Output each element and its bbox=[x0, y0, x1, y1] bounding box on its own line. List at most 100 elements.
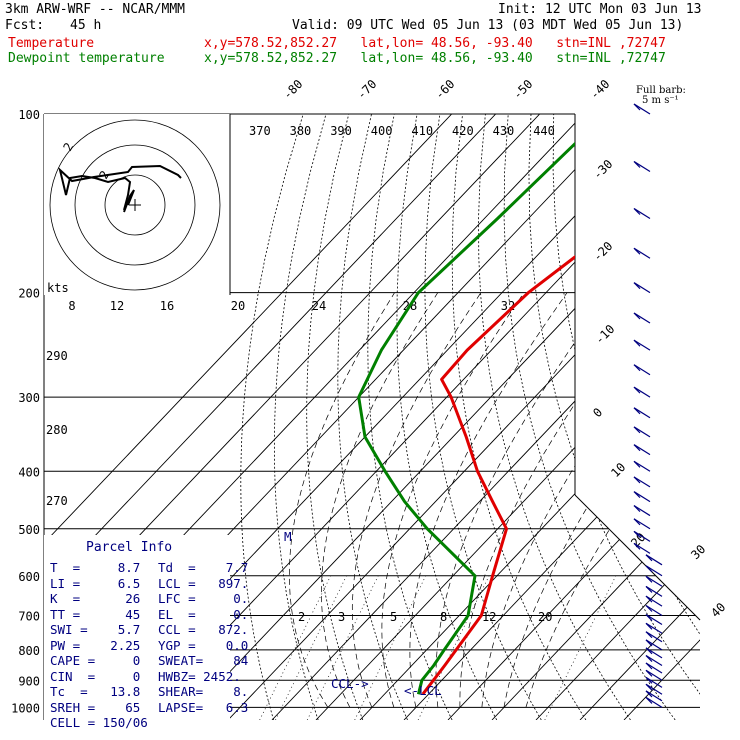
dry-adiabat-label: 280 bbox=[46, 423, 68, 437]
moist-adiabat bbox=[525, 292, 700, 708]
dry-adiabat-label: 270 bbox=[46, 494, 68, 508]
hodograph-ring-label: 12 bbox=[110, 299, 124, 313]
wind-barb bbox=[645, 585, 663, 597]
pressure-label: 1000 bbox=[11, 701, 40, 715]
dry-adiabat bbox=[667, 114, 700, 720]
parcel-info-right: LAPSE= 6.3 bbox=[158, 699, 249, 715]
wind-barb-flag bbox=[645, 631, 653, 639]
moist-adiabat bbox=[503, 292, 700, 708]
wind-barb bbox=[633, 207, 651, 220]
isotherm-line bbox=[271, 114, 700, 720]
mixing-ratio-label: 20 bbox=[538, 610, 552, 624]
wind-barb bbox=[645, 655, 663, 667]
wind-barb bbox=[645, 565, 663, 577]
isotherm-line bbox=[183, 114, 700, 720]
isotherm-top-label: -80 bbox=[280, 77, 305, 102]
parcel-info-right: CCL = 872. bbox=[158, 622, 249, 637]
hodograph-trace-low bbox=[123, 189, 135, 213]
parcel-info-left: PW = 2.25 bbox=[50, 637, 141, 653]
pressure-label: 700 bbox=[18, 610, 40, 624]
hodograph-ring-label: 8 bbox=[68, 299, 75, 313]
wind-barb-flag bbox=[645, 647, 653, 655]
wind-barb-flag bbox=[645, 595, 653, 603]
wind-barb-flag bbox=[645, 622, 653, 630]
wind-barb-flag bbox=[633, 386, 641, 394]
isentrope-label: 440 bbox=[533, 124, 555, 138]
isotherm-line bbox=[44, 114, 453, 720]
wind-barb-flag bbox=[633, 103, 641, 111]
wind-barb-flag bbox=[633, 476, 641, 484]
parcel-info-left: SREH = 65 bbox=[50, 699, 141, 715]
wind-barb-flag bbox=[633, 407, 641, 415]
forecast-label: Fcst: bbox=[5, 18, 45, 33]
wind-barb-flag bbox=[645, 639, 653, 647]
isotherm-right-label: -20 bbox=[590, 239, 615, 264]
wind-barb bbox=[633, 312, 651, 324]
moist-adiabat bbox=[459, 292, 654, 708]
moist-adiabat bbox=[409, 292, 568, 708]
mixing-ratio-line bbox=[544, 575, 617, 720]
mixing-ratio-line bbox=[417, 575, 490, 720]
parcel-info-left: CIN = 0 bbox=[50, 668, 141, 684]
wind-barb-flag bbox=[633, 364, 641, 372]
isotherm-right-label: -10 bbox=[592, 322, 617, 347]
pressure-label: 800 bbox=[18, 644, 40, 658]
dry-adiabat-label: 290 bbox=[46, 349, 68, 363]
wind-barb-flag bbox=[633, 161, 641, 168]
parcel-info-row: K = 26 LFC = 0. bbox=[50, 591, 248, 607]
right-diagonal-frame bbox=[574, 494, 701, 621]
m-marker: M bbox=[284, 529, 292, 544]
init-time: Init: 12 UTC Mon 03 Jun 13 bbox=[498, 2, 702, 17]
wind-barb bbox=[633, 518, 651, 530]
dry-adiabat bbox=[451, 114, 587, 720]
sounding-profiles bbox=[357, 141, 575, 696]
dry-adiabat bbox=[240, 114, 304, 720]
wind-barb-flag bbox=[633, 542, 641, 550]
wind-barb bbox=[645, 631, 663, 643]
model-title: 3km ARW-WRF -- NCAR/MMM bbox=[5, 2, 186, 17]
wind-barb-flag bbox=[645, 662, 653, 670]
wind-barb-flag bbox=[645, 614, 653, 621]
parcel-info-left: CELL = 150/06 bbox=[50, 715, 148, 730]
wind-barb bbox=[645, 647, 663, 659]
mixing-ratio-label: 5 bbox=[390, 610, 397, 624]
isentrope-label: 380 bbox=[290, 124, 312, 138]
parcel-info-row: SREH = 65 LAPSE= 6.3 bbox=[50, 700, 248, 716]
wind-barb-flag bbox=[633, 444, 641, 452]
wind-barbs bbox=[633, 103, 663, 708]
wind-barb bbox=[633, 161, 651, 173]
wind-barb bbox=[645, 595, 663, 607]
wind-barb-flag bbox=[633, 460, 641, 468]
pressure-label: 400 bbox=[18, 465, 40, 479]
isotherm-line bbox=[227, 114, 700, 720]
isentrope-label: 430 bbox=[493, 124, 515, 138]
wind-barb-flag bbox=[645, 554, 653, 562]
isentrope-label: 390 bbox=[330, 124, 352, 138]
mixing-ratio-line bbox=[354, 575, 427, 720]
dry-adiabat bbox=[736, 114, 740, 720]
parcel-info-right: YGP = 0.0 bbox=[158, 637, 249, 653]
full-barb-value: 5 m s⁻¹ bbox=[642, 95, 679, 106]
forecast-hours: 45 h bbox=[70, 18, 102, 33]
wind-barb bbox=[633, 491, 651, 503]
mixing-ratio-label: 8 bbox=[440, 610, 447, 624]
parcel-info-left: LI = 6.5 bbox=[50, 575, 141, 591]
wind-barb bbox=[645, 683, 663, 695]
mixing-ratio-label: 2 bbox=[298, 610, 305, 624]
wind-barb bbox=[633, 339, 651, 351]
wind-barb bbox=[633, 444, 651, 456]
moist-adiabat bbox=[481, 292, 697, 708]
temperature-profile bbox=[421, 255, 575, 696]
wind-barb bbox=[633, 426, 651, 438]
wind-barb-flag bbox=[633, 491, 641, 499]
dry-adiabat bbox=[644, 114, 700, 720]
parcel-info-right: HWBZ= 2452. bbox=[158, 668, 241, 684]
isentrope-label: 370 bbox=[249, 124, 271, 138]
isotherm-right-label: 30 bbox=[688, 542, 708, 562]
wind-barb-flag bbox=[645, 697, 653, 704]
isentrope-label: 400 bbox=[371, 124, 393, 138]
hodograph-trace bbox=[58, 164, 182, 211]
hodograph-ring bbox=[49, 119, 221, 291]
